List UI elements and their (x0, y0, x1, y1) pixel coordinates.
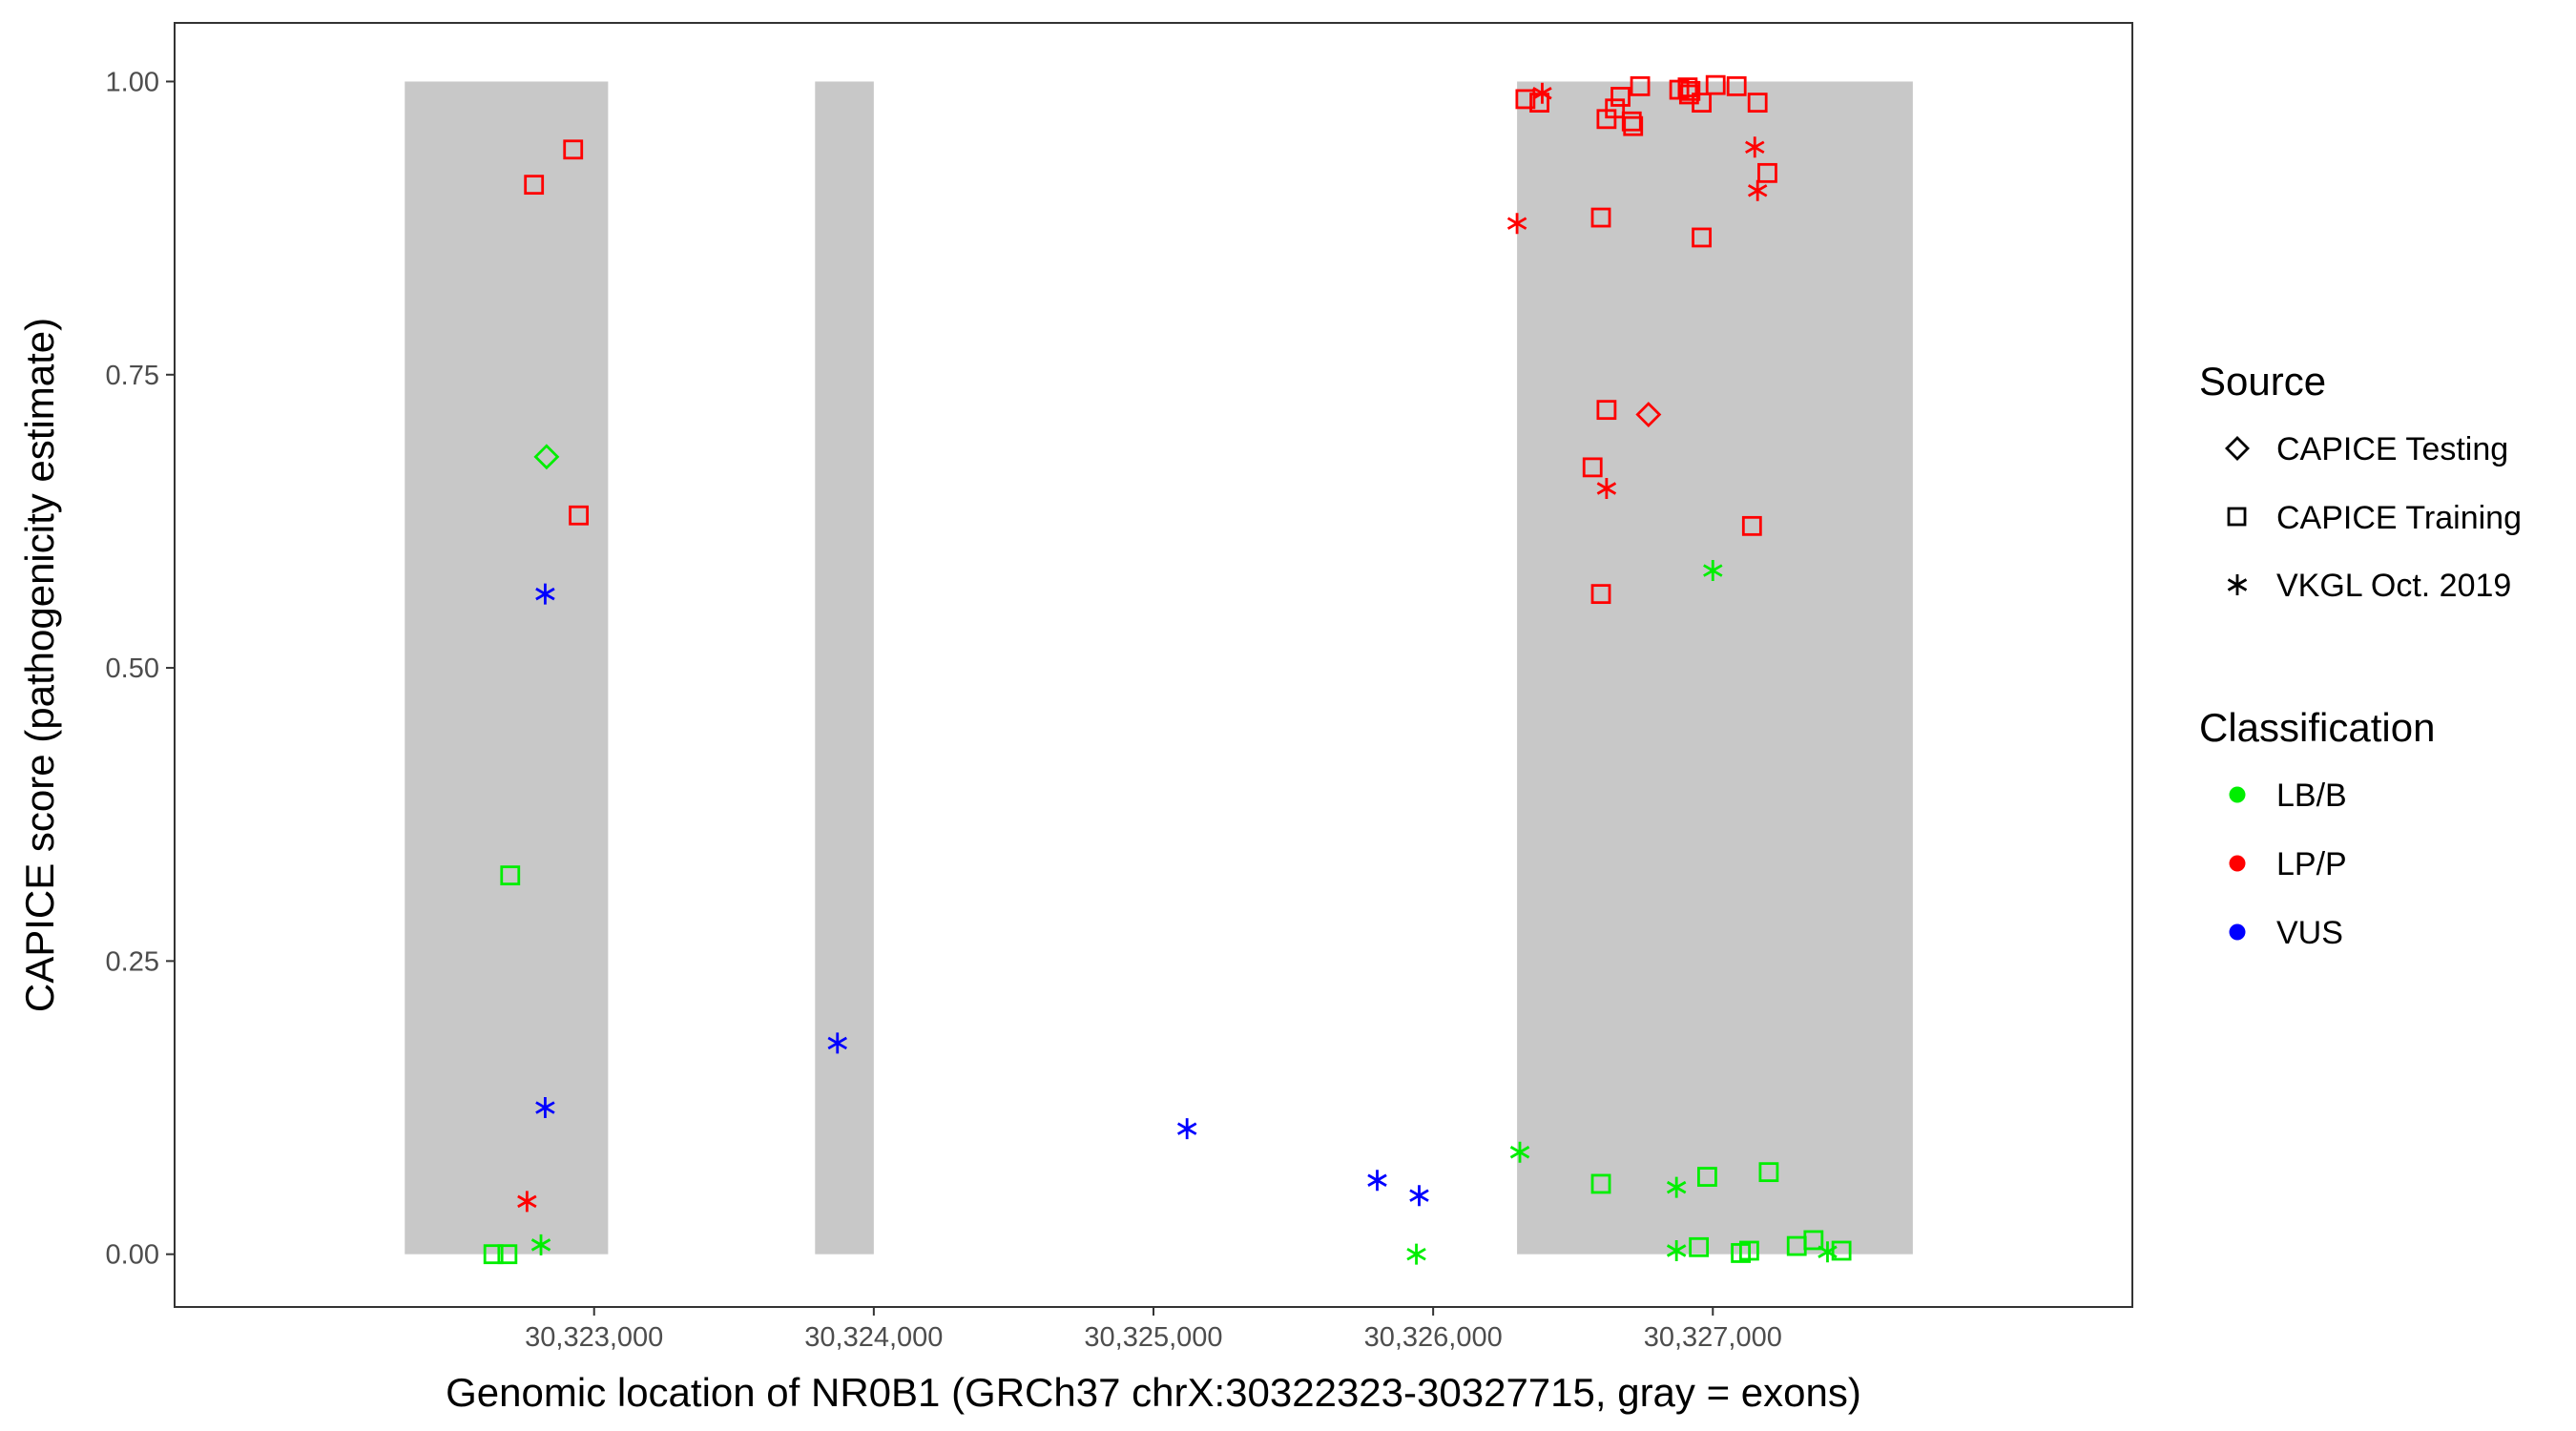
data-point-square-54 (1738, 1240, 1759, 1261)
data-point-square-21 (1610, 87, 1631, 107)
y-tick-label-3: 0.75 (106, 361, 159, 391)
square-icon (2227, 507, 2247, 527)
axis-layer: 30,323,000 30,324,000 30,325,000 30,326,000… (106, 67, 1782, 1353)
data-point-square-37 (1590, 207, 1611, 228)
data-point-asterisk-18 (1532, 82, 1552, 104)
lpp-dot-icon (2229, 855, 2246, 872)
x-tick-label-1: 30,324,000 (804, 1322, 943, 1353)
data-point-square-20 (1605, 98, 1626, 119)
data-point-square-50 (1758, 1162, 1779, 1183)
legend-classification-title: Classification (2199, 705, 2435, 750)
data-point-square-30 (1705, 74, 1726, 95)
data-point-square-39 (1596, 400, 1617, 421)
data-point-square-29 (1692, 93, 1712, 113)
data-point-square-38 (1692, 227, 1712, 248)
legend-class-label-vus: VUS (2276, 915, 2343, 951)
data-point-square-49 (1697, 1167, 1717, 1187)
data-point-asterisk-7 (517, 1191, 537, 1213)
data-point-asterisk-6 (535, 1097, 555, 1119)
data-point-square-24 (1630, 75, 1651, 96)
data-point-square-23 (1623, 115, 1644, 136)
exon-rect-2 (815, 81, 874, 1255)
legend-class-entry-vus: VUS (2229, 915, 2343, 951)
data-point-square-34 (1757, 162, 1777, 183)
legend-source-entry-training: CAPICE Training (2227, 500, 2522, 536)
data-point-asterisk-4 (535, 583, 555, 605)
legend-source-entry-testing: CAPICE Testing (2225, 431, 2508, 467)
data-point-asterisk-36 (1506, 213, 1527, 235)
data-point-diamond-40 (1635, 402, 1662, 428)
diamond-icon (2225, 436, 2250, 461)
y-tick-label-1: 0.25 (106, 946, 159, 977)
data-point-square-52 (1689, 1236, 1710, 1257)
data-point-asterisk-13 (1367, 1170, 1387, 1192)
legend-source-title: Source (2199, 359, 2326, 404)
legend-classification: Classification LB/B LP/P VUS (2199, 705, 2435, 951)
data-point-square-5 (500, 865, 521, 886)
data-point-square-31 (1726, 75, 1747, 96)
legend-class-entry-lpp: LP/P (2229, 846, 2347, 882)
data-point-asterisk-14 (1409, 1185, 1429, 1207)
data-point-square-41 (1582, 457, 1603, 478)
data-point-asterisk-8 (530, 1234, 551, 1255)
x-axis-title: Genomic location of NR0B1 (GRCh37 chrX:3… (446, 1370, 1861, 1415)
data-point-square-28 (1680, 80, 1701, 101)
lbb-dot-icon (2229, 786, 2246, 803)
legend-source-label-training: CAPICE Training (2276, 500, 2522, 536)
data-point-asterisk-51 (1666, 1240, 1687, 1261)
data-point-asterisk-42 (1596, 478, 1617, 500)
asterisk-icon (2227, 574, 2248, 595)
data-point-asterisk-35 (1747, 179, 1768, 201)
data-point-asterisk-48 (1666, 1176, 1687, 1198)
data-point-asterisk-33 (1745, 136, 1765, 158)
data-point-square-10 (497, 1244, 518, 1265)
x-tick-label-4: 30,327,000 (1644, 1322, 1782, 1353)
legend-source-entry-vkgl: VKGL Oct. 2019 (2227, 568, 2511, 604)
y-tick-label-2: 0.50 (106, 653, 159, 684)
data-point-asterisk-11 (827, 1032, 847, 1054)
data-point-square-26 (1677, 77, 1698, 98)
x-tick-label-3: 30,326,000 (1364, 1322, 1503, 1353)
exon-rect-3 (1517, 81, 1913, 1255)
data-point-square-1 (563, 139, 584, 160)
data-point-square-47 (1590, 1173, 1611, 1194)
data-point-asterisk-46 (1509, 1141, 1530, 1163)
data-point-square-45 (1590, 584, 1611, 605)
point-layer (483, 74, 1852, 1265)
x-tick-label-0: 30,323,000 (525, 1322, 663, 1353)
legend-source-label-testing: CAPICE Testing (2276, 431, 2508, 467)
x-tick-label-2: 30,325,000 (1084, 1322, 1222, 1353)
data-point-square-32 (1747, 93, 1768, 113)
data-point-asterisk-15 (1406, 1243, 1426, 1265)
data-point-asterisk-12 (1176, 1118, 1197, 1140)
exon-rect-1 (405, 81, 609, 1255)
legend-source: Source CAPICE Testing CAPICE Training VK… (2199, 359, 2522, 604)
data-point-square-43 (1741, 515, 1762, 536)
data-point-asterisk-44 (1703, 560, 1723, 582)
data-point-diamond-2 (533, 444, 560, 470)
exon-layer (405, 81, 1913, 1255)
y-tick-label-4: 1.00 (106, 67, 159, 97)
data-point-square-56 (1803, 1230, 1824, 1251)
y-tick-label-0: 0.00 (106, 1240, 159, 1271)
data-point-square-9 (483, 1244, 504, 1265)
vus-dot-icon (2229, 923, 2246, 941)
legend-source-label-vkgl: VKGL Oct. 2019 (2276, 568, 2511, 604)
legend-class-label-lpp: LP/P (2276, 846, 2347, 882)
data-point-square-0 (524, 175, 545, 196)
data-point-square-3 (569, 505, 589, 526)
data-point-square-58 (1831, 1240, 1852, 1261)
legend-class-label-lbb: LB/B (2276, 778, 2347, 814)
legend-class-entry-lbb: LB/B (2229, 778, 2347, 814)
data-point-square-22 (1621, 111, 1642, 132)
y-axis-title: CAPICE score (pathogenicity estimate) (17, 318, 62, 1012)
